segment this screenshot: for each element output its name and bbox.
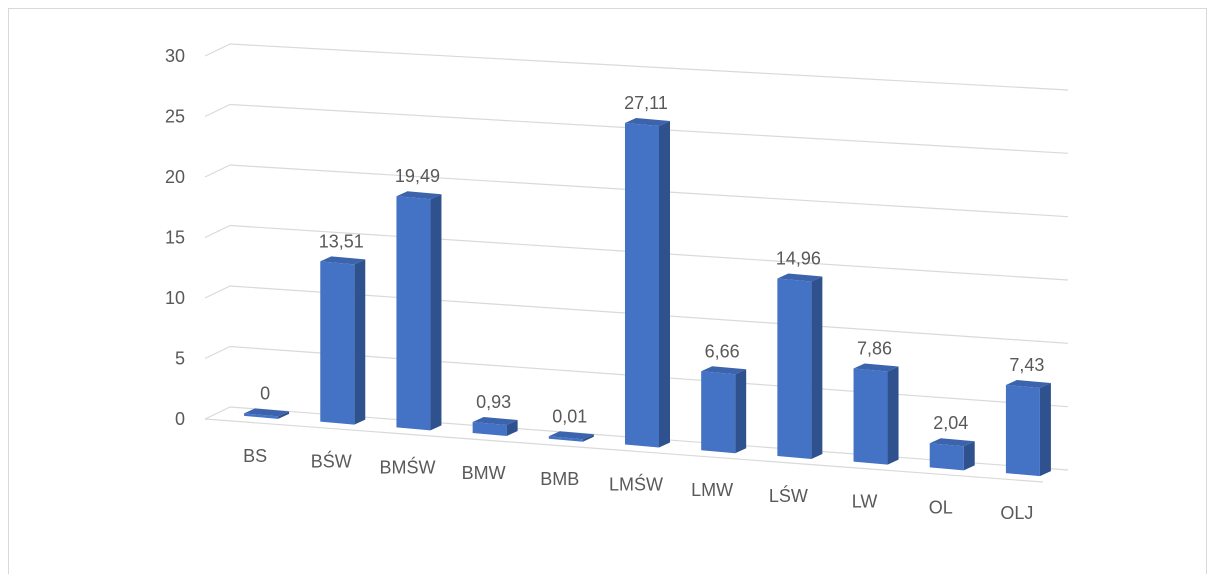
x-tick-label: OLJ bbox=[1000, 503, 1033, 523]
bar bbox=[625, 118, 670, 448]
y-tick-label: 0 bbox=[175, 409, 185, 429]
bar-side bbox=[887, 366, 899, 465]
gridline-side bbox=[204, 345, 231, 360]
bar-front bbox=[244, 413, 279, 419]
x-tick-label: BŚW bbox=[311, 451, 352, 472]
data-label: 0,01 bbox=[552, 406, 587, 426]
bar bbox=[853, 363, 899, 465]
data-label: 2,04 bbox=[933, 413, 968, 433]
bar-front bbox=[701, 371, 736, 454]
data-label: 13,51 bbox=[319, 231, 364, 251]
bar bbox=[320, 256, 366, 425]
bar bbox=[548, 431, 594, 442]
bar-top bbox=[472, 417, 518, 426]
data-label: 7,43 bbox=[1009, 355, 1044, 375]
data-label: 0 bbox=[260, 383, 270, 403]
bar bbox=[244, 408, 290, 419]
x-tick-label: BMB bbox=[540, 469, 579, 489]
y-tick-label: 30 bbox=[165, 46, 185, 66]
gridline-side bbox=[204, 285, 231, 299]
bar-side bbox=[1039, 383, 1051, 477]
bar-front bbox=[777, 278, 812, 459]
bar bbox=[777, 273, 823, 459]
bar-front bbox=[929, 443, 964, 471]
x-tick-label: BS bbox=[243, 446, 267, 466]
bar-side bbox=[506, 420, 518, 437]
bar-top bbox=[625, 118, 670, 127]
bar bbox=[701, 366, 747, 454]
x-axis-ticks: BS BŚW BMŚW BMW BMB LMŚW LMW LŚW LW OL OLJ bbox=[243, 446, 1033, 523]
bar-side bbox=[354, 259, 366, 425]
y-tick-label: 10 bbox=[165, 288, 185, 308]
bar-side bbox=[430, 194, 442, 431]
bar-front bbox=[472, 422, 507, 437]
data-label: 27,11 bbox=[624, 93, 668, 113]
data-labels: 0 13,51 19,49 0,93 0,01 27,11 6,66 14,96 7,86 2,0… bbox=[260, 93, 1044, 433]
bar bbox=[396, 191, 442, 431]
bar-top bbox=[929, 438, 975, 447]
bar-side bbox=[278, 411, 290, 419]
data-label: 19,49 bbox=[395, 166, 440, 186]
bar-front bbox=[1005, 385, 1040, 477]
bar-side bbox=[582, 434, 594, 442]
bar-top bbox=[777, 273, 823, 282]
bar-top bbox=[1005, 380, 1051, 389]
bar-side bbox=[963, 441, 975, 471]
bar-top bbox=[548, 431, 594, 440]
x-tick-label: LŚW bbox=[769, 485, 808, 506]
bar-top bbox=[853, 363, 899, 372]
gridline-side bbox=[204, 103, 231, 118]
chart-frame bbox=[8, 8, 1207, 574]
x-tick-label: BMŚW bbox=[379, 456, 435, 477]
x-tick-label: LMŚW bbox=[609, 474, 663, 495]
bar bbox=[472, 417, 518, 437]
data-label: 7,86 bbox=[857, 338, 892, 358]
gridline-side bbox=[204, 224, 231, 239]
gridline-side bbox=[204, 43, 231, 57]
floor-line bbox=[204, 418, 1044, 483]
gridline bbox=[229, 43, 1069, 91]
gridline-side bbox=[204, 164, 231, 178]
bar-top bbox=[701, 366, 747, 375]
y-tick-label: 15 bbox=[165, 228, 185, 248]
data-label: 14,96 bbox=[776, 249, 821, 269]
gridline-side bbox=[204, 406, 231, 420]
bar-top bbox=[244, 408, 290, 417]
bar-front bbox=[625, 123, 659, 448]
bar-side bbox=[811, 276, 823, 459]
y-tick-label: 5 bbox=[175, 349, 185, 369]
bar-side bbox=[735, 369, 747, 454]
bar bbox=[1005, 380, 1051, 477]
bar-front bbox=[396, 196, 431, 431]
bar-front bbox=[548, 436, 583, 442]
bar-side bbox=[659, 121, 670, 448]
bar bbox=[929, 438, 975, 471]
x-tick-label: BMW bbox=[462, 463, 506, 483]
y-tick-label: 20 bbox=[165, 167, 185, 187]
bars bbox=[244, 118, 1051, 477]
y-axis-ticks: 0 5 10 15 20 25 30 bbox=[165, 46, 185, 429]
bar-top bbox=[396, 191, 442, 200]
x-tick-label: OL bbox=[929, 497, 953, 517]
x-tick-label: LW bbox=[852, 492, 878, 512]
x-tick-label: LMW bbox=[691, 480, 733, 500]
bar-front bbox=[320, 261, 355, 425]
y-tick-label: 25 bbox=[165, 107, 185, 127]
data-label: 0,93 bbox=[476, 392, 511, 412]
data-label: 6,66 bbox=[705, 341, 740, 361]
bar-front bbox=[853, 368, 888, 465]
bar-top bbox=[320, 256, 366, 265]
